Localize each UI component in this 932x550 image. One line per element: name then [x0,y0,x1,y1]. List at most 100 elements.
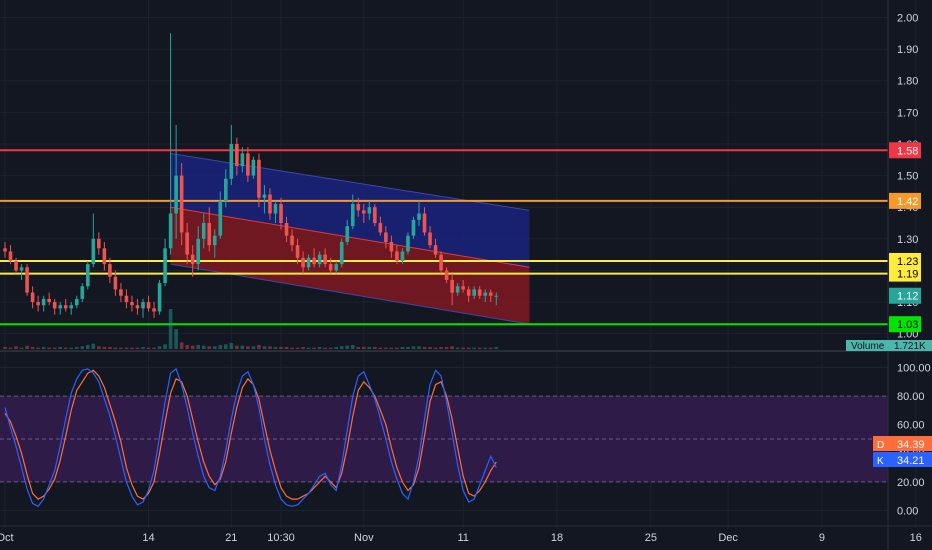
candle-body [257,159,261,198]
candle-body [439,254,443,271]
candle-body [317,254,322,265]
candle-body [494,295,499,297]
candle-body [367,207,372,214]
horizontal-lines[interactable] [0,149,888,326]
candle-body [146,302,151,309]
volume-bar [466,347,471,349]
volume-bar [477,347,482,349]
level-badge-bg [889,316,921,333]
time-tick-label: 18 [551,532,563,544]
volume-bar [433,347,438,349]
stoch-tick-label: 60.00 [897,420,925,432]
level-badge: 1.42 [897,196,918,208]
candle-body [461,286,465,290]
candle-body [406,235,410,252]
candle-body [201,223,206,239]
volume-bar [174,329,178,349]
candle-body [356,204,361,211]
stoch-line-D [4,369,497,500]
volume-bar [417,346,421,349]
volume-bar [411,346,416,349]
candle-body [207,223,212,246]
candle-body [483,292,488,296]
volume-bar [262,346,267,349]
volume-bar [8,347,13,349]
volume-bar [218,345,223,349]
volume-bar [146,347,151,349]
candle-body [290,235,294,246]
price-tick-label: 2.00 [897,12,918,24]
channel-lower-band [170,207,530,325]
candle-body [328,264,333,271]
stoch-tick-label: 80.00 [897,391,925,403]
time-tick-label: 25 [645,532,657,544]
candle-body [130,302,134,306]
stoch-tick-label: 0.00 [897,506,918,518]
volume-tag-bg [846,340,932,351]
candle-body [306,257,311,268]
volume-bar [168,309,173,349]
volume-bar [257,345,261,349]
volume-bar [345,345,350,349]
level-badge-bg [889,142,921,159]
candle-body [19,267,24,271]
volume-bar [47,347,51,349]
candle-body [472,289,476,296]
candle-body [163,248,167,284]
volume-bar [273,347,278,349]
level-badge-bg [889,192,921,209]
volume-bar [3,347,7,349]
volume-bar [163,344,167,349]
volume-bar [328,347,333,349]
candle-body [411,219,416,236]
volume-bar [483,347,488,349]
volume-bar [367,347,372,349]
volume-bar [102,347,107,349]
volume-bar [14,346,18,349]
candle-body [345,226,350,242]
stochastic-panel [0,367,888,508]
candle-body [52,302,57,309]
candle-body [190,254,195,265]
candle-body [235,143,239,167]
volume-bar [86,345,90,349]
candle-body [268,194,272,214]
volume-bar [317,347,322,349]
volume-bar [356,347,361,349]
volume-bar [279,347,283,349]
candle-body [124,295,129,303]
volume-bar [41,347,46,349]
candle-body [428,232,432,246]
candle-body [339,241,344,265]
volume-bar [179,342,184,349]
stoch-line-K [4,367,497,508]
volume-bar [455,347,460,349]
volume-bar [52,347,57,349]
level-badge: 1.19 [897,269,918,281]
volume-bar [80,346,85,349]
volume-bar [461,347,465,349]
candle-body [97,238,101,249]
volume-bars [3,309,499,349]
volume-bar [58,347,62,349]
candle-body [69,305,74,309]
volume-bar [196,345,200,349]
volume-bar [362,347,366,349]
time-axis[interactable]: Oct 14 21 10:30 Nov 11 18 25 Dec 9 16 [0,532,922,544]
stoch-badge-value: 34.21 [897,455,925,467]
volume-bar [400,347,405,349]
level-badge-bg [889,265,921,282]
candle-body [378,223,383,233]
candle-body [14,260,18,271]
price-tick-label: 1.50 [897,171,918,183]
candle-body [444,270,449,280]
volume-bar [295,347,300,349]
time-tick-label: Nov [354,532,374,544]
volume-bar [113,347,118,349]
candle-body [58,305,62,309]
candle-body [108,264,112,277]
volume-bar [312,347,316,349]
volume-bar [97,346,101,349]
volume-bar [235,345,239,349]
